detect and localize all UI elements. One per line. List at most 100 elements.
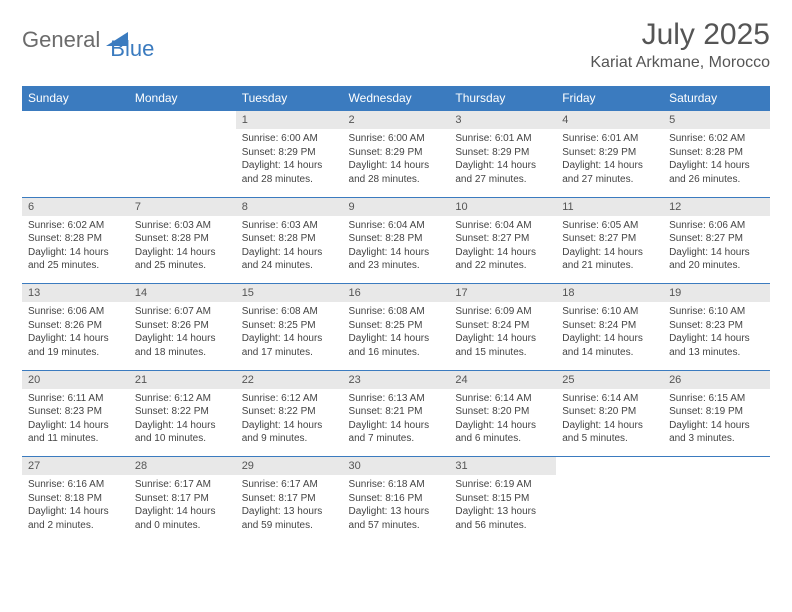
sunset-text: Sunset: 8:29 PM — [349, 146, 444, 160]
day-number-cell — [22, 111, 129, 130]
sunset-text: Sunset: 8:22 PM — [135, 405, 230, 419]
day-content-cell: Sunrise: 6:01 AMSunset: 8:29 PMDaylight:… — [449, 129, 556, 197]
sunset-text: Sunset: 8:20 PM — [562, 405, 657, 419]
daylight-text: Daylight: 14 hours and 28 minutes. — [349, 159, 444, 186]
sunrise-text: Sunrise: 6:15 AM — [669, 392, 764, 406]
day-number-row: 13141516171819 — [22, 284, 770, 303]
day-content-cell: Sunrise: 6:17 AMSunset: 8:17 PMDaylight:… — [236, 475, 343, 543]
day-number-cell: 17 — [449, 284, 556, 303]
sunrise-text: Sunrise: 6:03 AM — [135, 219, 230, 233]
sunrise-text: Sunrise: 6:07 AM — [135, 305, 230, 319]
sunset-text: Sunset: 8:17 PM — [135, 492, 230, 506]
sunset-text: Sunset: 8:28 PM — [28, 232, 123, 246]
day-content-cell: Sunrise: 6:13 AMSunset: 8:21 PMDaylight:… — [343, 389, 450, 457]
daylight-text: Daylight: 14 hours and 19 minutes. — [28, 332, 123, 359]
day-number-cell: 5 — [663, 111, 770, 130]
day-number-cell: 3 — [449, 111, 556, 130]
daylight-text: Daylight: 14 hours and 7 minutes. — [349, 419, 444, 446]
day-content-row: Sunrise: 6:00 AMSunset: 8:29 PMDaylight:… — [22, 129, 770, 197]
daylight-text: Daylight: 14 hours and 27 minutes. — [562, 159, 657, 186]
daylight-text: Daylight: 13 hours and 57 minutes. — [349, 505, 444, 532]
day-number-cell: 22 — [236, 370, 343, 389]
daylight-text: Daylight: 14 hours and 13 minutes. — [669, 332, 764, 359]
daylight-text: Daylight: 14 hours and 9 minutes. — [242, 419, 337, 446]
sunrise-text: Sunrise: 6:06 AM — [28, 305, 123, 319]
day-number-cell: 9 — [343, 197, 450, 216]
weekday-header: Wednesday — [343, 86, 450, 111]
day-content-row: Sunrise: 6:06 AMSunset: 8:26 PMDaylight:… — [22, 302, 770, 370]
day-content-cell — [129, 129, 236, 197]
day-content-cell — [22, 129, 129, 197]
day-content-cell: Sunrise: 6:18 AMSunset: 8:16 PMDaylight:… — [343, 475, 450, 543]
day-number-cell: 29 — [236, 457, 343, 476]
sunset-text: Sunset: 8:27 PM — [562, 232, 657, 246]
daylight-text: Daylight: 14 hours and 18 minutes. — [135, 332, 230, 359]
sunset-text: Sunset: 8:20 PM — [455, 405, 550, 419]
sunset-text: Sunset: 8:17 PM — [242, 492, 337, 506]
weekday-header: Saturday — [663, 86, 770, 111]
day-content-cell: Sunrise: 6:14 AMSunset: 8:20 PMDaylight:… — [556, 389, 663, 457]
sunrise-text: Sunrise: 6:18 AM — [349, 478, 444, 492]
daylight-text: Daylight: 14 hours and 25 minutes. — [135, 246, 230, 273]
day-content-cell: Sunrise: 6:06 AMSunset: 8:27 PMDaylight:… — [663, 216, 770, 284]
day-number-cell: 27 — [22, 457, 129, 476]
daylight-text: Daylight: 14 hours and 15 minutes. — [455, 332, 550, 359]
day-number-cell: 8 — [236, 197, 343, 216]
day-number-cell: 1 — [236, 111, 343, 130]
day-content-cell: Sunrise: 6:12 AMSunset: 8:22 PMDaylight:… — [236, 389, 343, 457]
sunset-text: Sunset: 8:26 PM — [135, 319, 230, 333]
day-content-cell: Sunrise: 6:00 AMSunset: 8:29 PMDaylight:… — [343, 129, 450, 197]
day-content-cell: Sunrise: 6:17 AMSunset: 8:17 PMDaylight:… — [129, 475, 236, 543]
sunrise-text: Sunrise: 6:03 AM — [242, 219, 337, 233]
day-content-cell: Sunrise: 6:12 AMSunset: 8:22 PMDaylight:… — [129, 389, 236, 457]
day-number-cell: 13 — [22, 284, 129, 303]
day-number-cell: 11 — [556, 197, 663, 216]
daylight-text: Daylight: 14 hours and 20 minutes. — [669, 246, 764, 273]
day-content-cell: Sunrise: 6:14 AMSunset: 8:20 PMDaylight:… — [449, 389, 556, 457]
day-content-cell: Sunrise: 6:10 AMSunset: 8:24 PMDaylight:… — [556, 302, 663, 370]
location-label: Kariat Arkmane, Morocco — [590, 54, 770, 72]
day-number-cell: 7 — [129, 197, 236, 216]
day-content-cell: Sunrise: 6:04 AMSunset: 8:28 PMDaylight:… — [343, 216, 450, 284]
brand-part2: Blue — [110, 36, 154, 62]
day-content-cell: Sunrise: 6:07 AMSunset: 8:26 PMDaylight:… — [129, 302, 236, 370]
sunrise-text: Sunrise: 6:05 AM — [562, 219, 657, 233]
sunrise-text: Sunrise: 6:04 AM — [455, 219, 550, 233]
sunrise-text: Sunrise: 6:00 AM — [349, 132, 444, 146]
sunset-text: Sunset: 8:29 PM — [455, 146, 550, 160]
day-number-row: 20212223242526 — [22, 370, 770, 389]
daylight-text: Daylight: 14 hours and 27 minutes. — [455, 159, 550, 186]
day-number-cell: 18 — [556, 284, 663, 303]
sunrise-text: Sunrise: 6:02 AM — [669, 132, 764, 146]
daylight-text: Daylight: 13 hours and 59 minutes. — [242, 505, 337, 532]
sunset-text: Sunset: 8:24 PM — [455, 319, 550, 333]
brand-part1: General — [22, 27, 100, 53]
day-number-cell: 19 — [663, 284, 770, 303]
sunset-text: Sunset: 8:24 PM — [562, 319, 657, 333]
sunrise-text: Sunrise: 6:04 AM — [349, 219, 444, 233]
weekday-header: Monday — [129, 86, 236, 111]
daylight-text: Daylight: 14 hours and 26 minutes. — [669, 159, 764, 186]
day-content-cell: Sunrise: 6:05 AMSunset: 8:27 PMDaylight:… — [556, 216, 663, 284]
daylight-text: Daylight: 14 hours and 3 minutes. — [669, 419, 764, 446]
weekday-header: Thursday — [449, 86, 556, 111]
sunrise-text: Sunrise: 6:06 AM — [669, 219, 764, 233]
day-number-cell: 28 — [129, 457, 236, 476]
sunrise-text: Sunrise: 6:11 AM — [28, 392, 123, 406]
day-number-cell: 15 — [236, 284, 343, 303]
sunset-text: Sunset: 8:28 PM — [242, 232, 337, 246]
day-content-cell — [556, 475, 663, 543]
day-number-cell: 21 — [129, 370, 236, 389]
weekday-header: Sunday — [22, 86, 129, 111]
day-content-cell: Sunrise: 6:03 AMSunset: 8:28 PMDaylight:… — [129, 216, 236, 284]
day-number-cell: 2 — [343, 111, 450, 130]
sunrise-text: Sunrise: 6:13 AM — [349, 392, 444, 406]
day-number-cell — [556, 457, 663, 476]
sunset-text: Sunset: 8:19 PM — [669, 405, 764, 419]
sunrise-text: Sunrise: 6:10 AM — [562, 305, 657, 319]
daylight-text: Daylight: 14 hours and 21 minutes. — [562, 246, 657, 273]
day-number-cell: 26 — [663, 370, 770, 389]
day-number-row: 12345 — [22, 111, 770, 130]
daylight-text: Daylight: 14 hours and 14 minutes. — [562, 332, 657, 359]
sunrise-text: Sunrise: 6:08 AM — [349, 305, 444, 319]
